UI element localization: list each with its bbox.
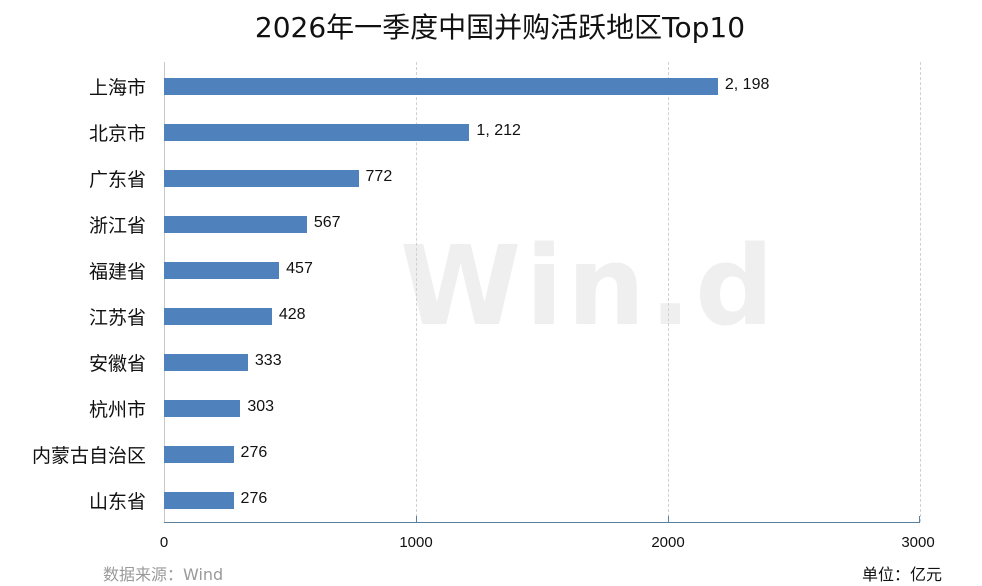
y-axis-line (164, 62, 165, 522)
data-label: 457 (286, 260, 313, 277)
watermark: Win.d (400, 222, 778, 350)
bar (164, 399, 241, 417)
gridline-2000 (668, 62, 669, 522)
category-label: 内蒙古自治区 (31, 445, 146, 467)
bar (164, 261, 280, 279)
bar (164, 215, 307, 233)
category-label: 北京市 (88, 123, 146, 145)
data-label: 772 (365, 168, 393, 185)
category-label: 杭州市 (88, 399, 146, 421)
x-tick (416, 516, 417, 522)
x-tick (668, 516, 669, 522)
bar (164, 169, 359, 187)
bar (164, 491, 234, 509)
x-tick-label: 2000 (651, 534, 685, 551)
bar (164, 445, 234, 463)
data-source: 数据来源：Wind (103, 565, 224, 584)
data-label: 276 (240, 490, 268, 507)
category-label: 广东省 (88, 169, 146, 191)
category-label: 上海市 (88, 77, 146, 99)
x-tick-label: 1000 (399, 534, 433, 551)
category-label: 浙江省 (88, 215, 146, 237)
unit-label: 单位：亿元 (861, 565, 942, 584)
category-label: 安徽省 (88, 353, 146, 375)
bar (164, 77, 718, 95)
category-label: 福建省 (88, 261, 146, 283)
x-tick (919, 516, 920, 522)
data-label: 333 (254, 352, 282, 369)
data-label: 1, 212 (476, 122, 521, 139)
bar (164, 353, 248, 371)
data-label: 428 (278, 306, 306, 323)
plot-area: 2, 198 1, 212 772 567 457 428 333 303 276 276 (164, 62, 921, 523)
chart-title: 2026年一季度中国并购活跃地区Top10 (254, 11, 746, 44)
data-label: 303 (247, 398, 275, 415)
data-label: 2, 198 (724, 76, 770, 93)
bar (164, 307, 272, 325)
gridline-1000 (416, 62, 417, 522)
bar (164, 123, 470, 141)
category-label: 山东省 (88, 491, 146, 513)
x-tick-label: 0 (159, 534, 169, 551)
x-axis-line (164, 522, 920, 523)
data-label: 567 (313, 214, 341, 231)
data-label: 276 (240, 444, 268, 461)
x-tick-label: 3000 (901, 534, 935, 551)
category-label: 江苏省 (88, 307, 146, 329)
gridline-3000 (920, 62, 921, 522)
